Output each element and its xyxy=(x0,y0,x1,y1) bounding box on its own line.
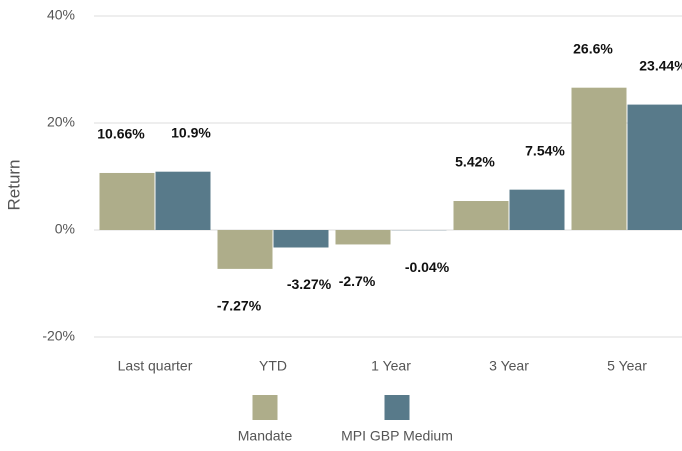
bar xyxy=(335,230,391,245)
value-label: -3.27% xyxy=(287,276,332,292)
x-tick-label: YTD xyxy=(259,358,287,374)
value-label: 23.44% xyxy=(639,57,682,73)
value-label: -2.7% xyxy=(339,273,376,289)
x-tick-label: 1 Year xyxy=(371,358,411,374)
value-label: 10.66% xyxy=(97,126,145,142)
value-label: -0.04% xyxy=(405,259,450,275)
y-tick-label: -20% xyxy=(42,328,75,344)
bar xyxy=(217,230,273,269)
bar xyxy=(453,201,509,230)
bar xyxy=(627,104,682,230)
legend-swatch xyxy=(384,395,410,420)
x-tick-label: 3 Year xyxy=(489,358,529,374)
y-tick-label: 0% xyxy=(55,221,75,237)
bar xyxy=(155,171,211,230)
value-label: -7.27% xyxy=(217,298,262,314)
x-tick-label: Last quarter xyxy=(118,358,193,374)
bar xyxy=(509,189,565,230)
bar xyxy=(273,230,329,248)
bar xyxy=(571,87,627,230)
bar xyxy=(99,172,155,230)
legend-label: Mandate xyxy=(238,428,293,444)
value-label: 5.42% xyxy=(455,154,495,170)
value-label: 26.6% xyxy=(573,40,613,56)
legend-label: MPI GBP Medium xyxy=(341,428,453,444)
legend-swatch xyxy=(252,395,278,420)
value-label: 7.54% xyxy=(525,142,565,158)
value-label: 10.9% xyxy=(171,124,211,140)
y-axis-label: Return xyxy=(4,159,23,210)
x-tick-label: 5 Year xyxy=(607,358,647,374)
y-tick-label: 40% xyxy=(47,7,75,23)
y-tick-label: 20% xyxy=(47,114,75,130)
